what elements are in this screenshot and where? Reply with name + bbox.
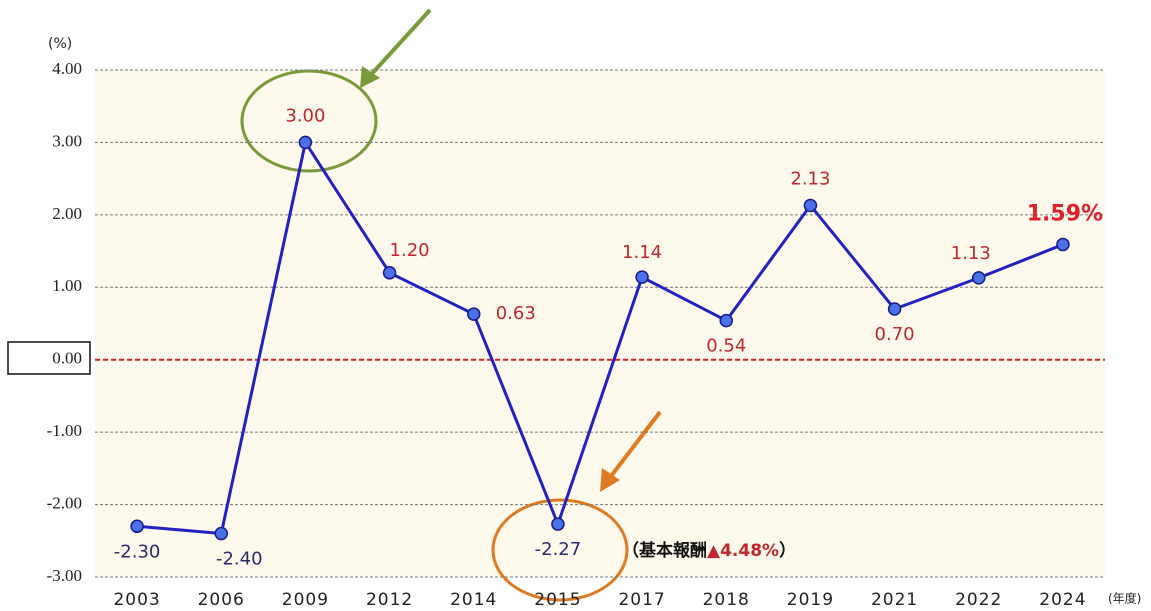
annotation-part: （基本報酬 [622, 540, 707, 561]
highlight-ellipse [240, 69, 378, 173]
y-tick-label: 3.00 [52, 131, 82, 150]
y-tick-label: 4.00 [52, 59, 82, 78]
plot-background [95, 70, 1105, 577]
data-label: -2.27 [535, 539, 582, 560]
data-label: 0.70 [875, 324, 915, 345]
y-tick-label: 2.00 [52, 204, 82, 223]
data-label: -2.40 [216, 549, 263, 570]
x-tick-label: 2012 [366, 590, 413, 610]
x-tick-label: 2009 [282, 590, 329, 610]
highlight-arrowhead [600, 468, 620, 492]
y-tick-label: -3.00 [47, 566, 82, 585]
data-point [635, 270, 649, 284]
data-label: 0.54 [706, 336, 746, 357]
highlight-arrow [606, 410, 662, 482]
x-tick-label: 2021 [871, 590, 918, 610]
annotation-part: ▲4.48% [707, 541, 779, 561]
data-point [1056, 237, 1070, 252]
x-tick-label: 2014 [450, 590, 497, 610]
zero-highlight-box [7, 341, 91, 375]
x-axis-label: (年度) [1108, 591, 1141, 606]
data-point [551, 517, 565, 531]
x-tick-label: 2019 [787, 590, 834, 610]
data-label: -2.30 [114, 541, 161, 562]
data-point [887, 302, 902, 316]
x-tick-label: 2018 [703, 590, 750, 610]
data-label: 1.13 [951, 243, 991, 264]
x-tick-label: 2022 [955, 590, 1002, 610]
highlight-ellipse [491, 498, 629, 602]
x-tick-label: 2024 [1039, 590, 1086, 610]
y-tick-label: 0.00 [52, 349, 82, 368]
y-tick-label: -1.00 [47, 421, 82, 440]
data-point [382, 266, 397, 280]
data-label: 2.13 [790, 168, 830, 189]
y-tick-label: -2.00 [47, 493, 82, 512]
data-point [719, 313, 733, 328]
x-tick-label: 2017 [618, 590, 665, 610]
y-axis-label: (%) [48, 36, 72, 52]
data-label: 1.20 [390, 240, 430, 261]
data-label: 1.59% [1027, 202, 1103, 227]
highlight-arrow [366, 8, 432, 80]
x-tick-label: 2003 [113, 590, 160, 610]
data-label: 0.63 [496, 303, 536, 324]
data-point [298, 135, 313, 150]
data-point [972, 271, 986, 285]
annotation-part: ） [779, 540, 796, 561]
data-label: 1.14 [622, 242, 662, 263]
x-tick-label: 2015 [534, 590, 581, 610]
annotation: （基本報酬▲4.48%） [622, 540, 796, 561]
data-point [130, 519, 144, 534]
highlight-arrowhead [360, 66, 380, 88]
data-label: 3.00 [285, 105, 325, 126]
series-line [136, 140, 1064, 536]
x-tick-label: 2006 [198, 590, 245, 610]
data-point [803, 198, 818, 213]
y-tick-label: 1.00 [52, 276, 82, 295]
data-point [467, 307, 481, 321]
data-point [214, 526, 228, 541]
